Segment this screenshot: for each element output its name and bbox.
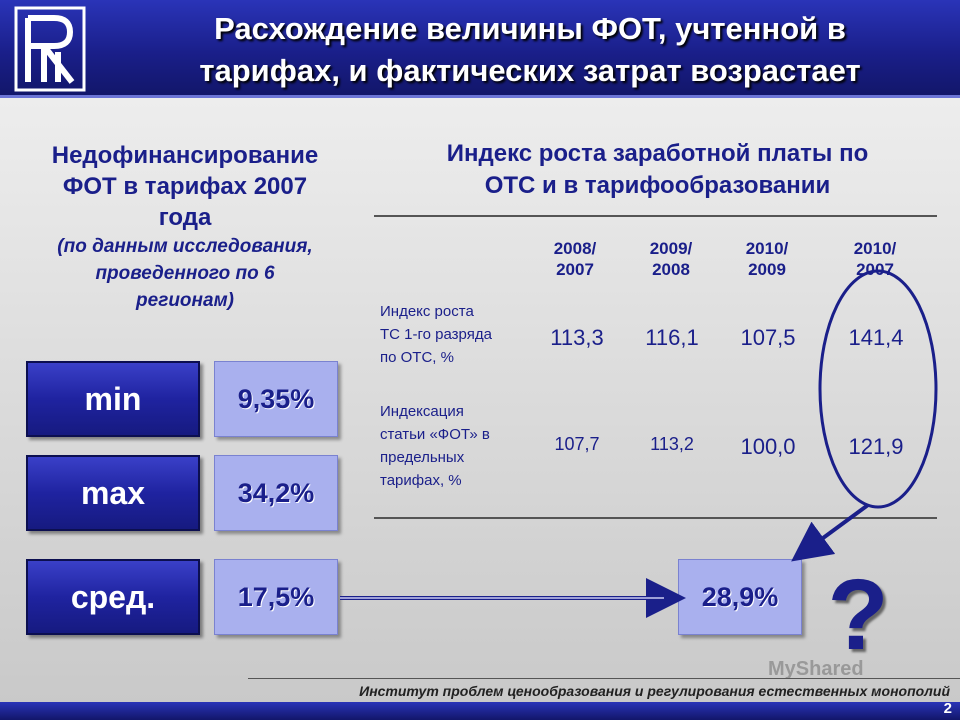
stat-label-avg: сред. <box>26 559 200 635</box>
highlight-ellipse <box>818 269 938 509</box>
right-heading-line-1: Индекс роста заработной платы по <box>446 140 869 167</box>
left-note-line-1: (по данным исследования, <box>57 236 313 257</box>
stat-value-max: 34,2% <box>214 455 338 531</box>
table-cell: 107,5 <box>740 325 796 350</box>
column-header-top: 2008/ <box>553 239 597 258</box>
left-heading: Недофинансирование ФОТ в тарифах 2007 го… <box>20 140 350 314</box>
table-cell: 107,7 <box>554 434 600 454</box>
footer-rule <box>248 678 960 679</box>
column-header-top: 2009/ <box>649 239 693 258</box>
table-cell: 113,2 <box>650 434 694 454</box>
page-number: 2 <box>943 700 952 717</box>
row-label-line: Индекс роста <box>380 303 474 320</box>
header-bar: Расхождение величины ФОТ, учтенной в тар… <box>0 0 960 98</box>
table-cell: 121,9 <box>848 434 904 459</box>
result-value-box: 28,9% <box>678 559 802 635</box>
column-header: 2009/ 2008 <box>626 238 716 280</box>
column-header: 2008/ 2007 <box>530 238 620 280</box>
footer-bar <box>0 702 960 720</box>
row-label-line: предельных <box>380 449 465 466</box>
left-heading-line-2: ФОТ в тарифах 2007 <box>62 173 308 200</box>
row-label-line: ТС 1-го разряда <box>380 326 492 343</box>
page-title: Расхождение величины ФОТ, учтенной в тар… <box>110 8 950 92</box>
left-heading-line-1: Недофинансирование <box>51 142 319 169</box>
left-heading-line-3: года <box>158 204 212 231</box>
stat-label-max: max <box>26 455 200 531</box>
table-cell: 100,0 <box>740 434 796 459</box>
left-note-line-3: регионам) <box>136 290 234 311</box>
hse-logo-icon <box>14 6 86 92</box>
row-label-line: статьи «ФОТ» в <box>380 426 490 443</box>
watermark-logo: MyShared <box>768 658 864 680</box>
row-label-line: тарифах, % <box>380 472 462 489</box>
column-header-bottom: 2007 <box>556 260 594 279</box>
title-line-2: тарифах, и фактических затрат возрастает <box>199 53 861 88</box>
column-header-bottom: 2008 <box>652 260 690 279</box>
ellipse-arrow <box>791 503 870 562</box>
table-cell: 116,1 <box>645 325 699 350</box>
table-cell: 113,3 <box>550 325 604 350</box>
left-note-line-2: проведенного по 6 <box>95 263 275 284</box>
row-label: Индекс роста ТС 1-го разряда по ОТС, % <box>380 300 530 369</box>
row-label-line: Индексация <box>380 403 464 420</box>
column-header-top: 2010/ <box>745 239 789 258</box>
stat-value-min: 9,35% <box>214 361 338 437</box>
right-heading-line-2: ОТС и в тарифообразовании <box>484 172 831 199</box>
table-bottom-rule <box>374 517 937 519</box>
title-line-1: Расхождение величины ФОТ, учтенной в <box>214 11 846 46</box>
question-mark: ? <box>827 559 889 671</box>
stat-label-min: min <box>26 361 200 437</box>
right-heading: Индекс роста заработной платы по ОТС и в… <box>380 138 935 202</box>
row-label-line: по ОТС, % <box>380 349 454 366</box>
column-header-bottom: 2009 <box>748 260 786 279</box>
column-header-top: 2010/ <box>853 239 897 258</box>
footer-text: Институт проблем ценообразования и регул… <box>359 683 950 699</box>
row-label: Индексация статьи «ФОТ» в предельных тар… <box>380 400 530 492</box>
column-header: 2010/ 2009 <box>722 238 812 280</box>
table-top-rule <box>374 215 937 217</box>
stat-value-avg: 17,5% <box>214 559 338 635</box>
table-cell: 141,4 <box>848 325 904 350</box>
